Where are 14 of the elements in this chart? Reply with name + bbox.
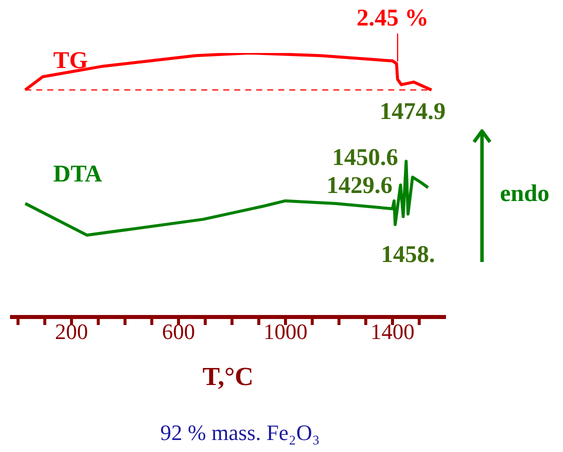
x-axis-title: T,°C <box>201 362 255 392</box>
x-tick-label: 200 <box>55 319 88 344</box>
annotation: 1474.9 <box>380 99 446 126</box>
annotation: 1429.6 <box>326 173 393 199</box>
annotation: 1450.6 <box>332 145 398 172</box>
series-label: DTA <box>53 161 103 188</box>
x-tick-label: 1400 <box>370 319 415 344</box>
annotation: 1458. <box>381 242 436 268</box>
series-label: TG <box>53 48 88 74</box>
text: 92 % mass. Fe₂O₃ <box>159 420 321 446</box>
text: endo <box>500 181 550 208</box>
x-tick-label: 600 <box>162 319 196 344</box>
x-tick-label: 1000 <box>264 319 308 344</box>
annotation: 2.45 % <box>356 6 429 32</box>
